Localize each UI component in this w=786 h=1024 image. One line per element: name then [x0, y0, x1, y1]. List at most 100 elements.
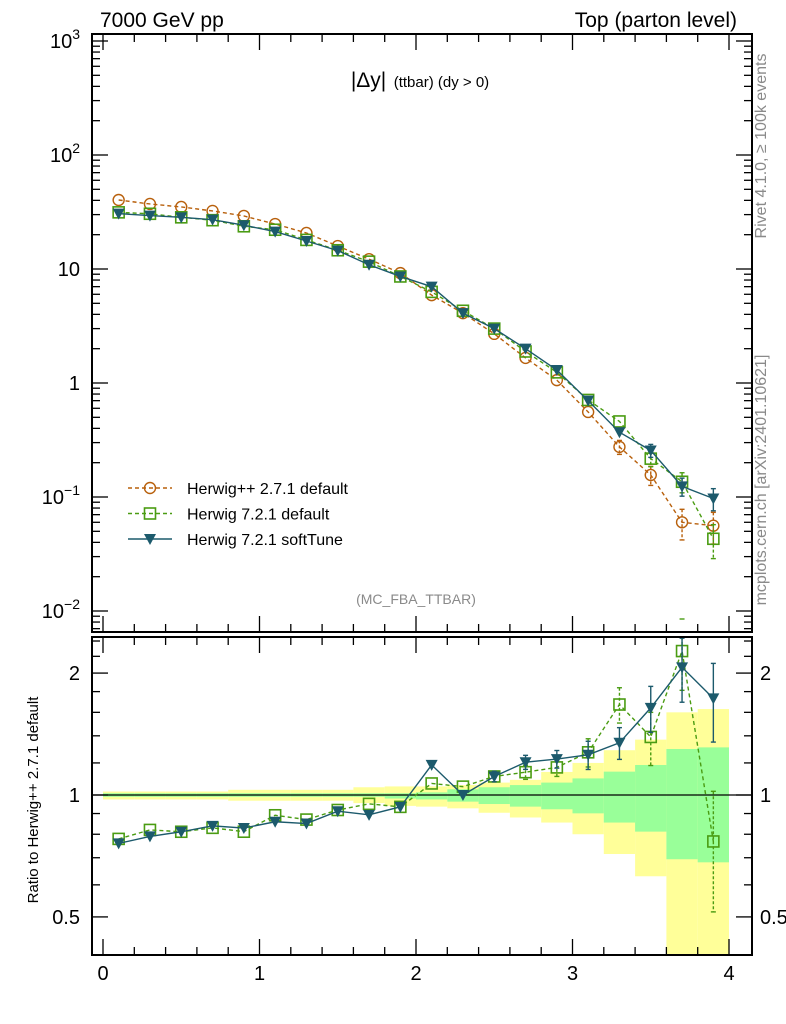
main-point-herwigpp — [143, 197, 157, 211]
ratio-y-tick-label-right: 2 — [760, 663, 771, 685]
y-tick-label: 10−2 — [42, 596, 80, 623]
ratio-point-softtune — [363, 809, 376, 821]
legend-label-softtune: Herwig 7.2.1 softTune — [187, 532, 343, 549]
band-inner-bin — [416, 792, 448, 800]
main-point-softtune — [331, 245, 344, 257]
main-point-softtune — [394, 271, 407, 283]
main-point-softtune — [363, 259, 376, 271]
main-line-softtune — [118, 212, 714, 500]
ratio-point-softtune — [331, 806, 344, 818]
band-inner-bin — [572, 778, 604, 814]
main-point-softtune — [707, 493, 720, 505]
main-point-softtune — [550, 365, 563, 377]
main-point-herwig721 — [613, 415, 626, 428]
ratio-bands — [103, 709, 729, 955]
ratio-frame — [91, 636, 753, 956]
legend-marker-herwigpp — [143, 481, 157, 495]
rivet-label: Rivet 4.1.0, ≥ 100k events — [753, 54, 770, 239]
mcplots-label: mcplots.cern.ch [arXiv:2401.10621] — [753, 355, 770, 606]
plot-title: |Δy| (ttbar) (dy > 0) — [351, 69, 489, 92]
x-tick-label: 4 — [723, 963, 734, 985]
ratio-panel — [92, 618, 752, 913]
band-inner-bin — [541, 782, 573, 810]
ratio-y-tick-label-right: 1 — [760, 785, 771, 807]
x-tick-label: 0 — [97, 963, 108, 985]
ratio-point-softtune — [394, 801, 407, 813]
main-point-softtune — [644, 445, 657, 457]
main-point-softtune — [175, 212, 188, 224]
ratio-line-softtune — [118, 666, 714, 845]
ratio-point-softtune — [519, 757, 532, 769]
band-inner-bin — [697, 747, 729, 863]
ratio-point-softtune — [582, 749, 595, 761]
x-tick-label: 1 — [254, 963, 265, 985]
ratio-y-tick-label-right: 0.5 — [760, 907, 786, 929]
ratio-point-softtune — [550, 754, 563, 766]
y-tick-label: 10 — [58, 259, 80, 281]
ratio-point-herwig721 — [613, 698, 626, 711]
ratio-point-softtune — [206, 820, 219, 832]
main-line-herwigpp — [118, 199, 714, 527]
ratio-point-softtune — [112, 838, 125, 850]
ratio-y-tick-label: 2 — [69, 663, 80, 685]
legend-marker-herwig721 — [143, 507, 157, 520]
main-point-softtune — [112, 208, 125, 220]
main-panel — [112, 193, 720, 560]
ratio-point-softtune — [613, 737, 626, 749]
main-point-softtune — [143, 210, 156, 222]
ratio-point-softtune — [300, 818, 313, 830]
band-inner-bin — [666, 748, 698, 860]
main-point-softtune — [237, 220, 250, 232]
ratio-point-herwig721 — [707, 835, 720, 848]
band-inner-bin — [635, 764, 667, 832]
ratio-point-softtune — [269, 816, 282, 828]
legend: Herwig++ 2.7.1 default Herwig 7.2.1 defau… — [128, 481, 349, 549]
main-point-softtune — [613, 427, 626, 439]
main-point-softtune — [488, 323, 501, 335]
legend-label-herwigpp: Herwig++ 2.7.1 default — [187, 481, 349, 498]
legend-marker-softtune — [144, 534, 156, 545]
main-point-softtune — [519, 343, 532, 355]
y-tick-label: 1 — [69, 373, 80, 395]
ratio-point-softtune — [143, 831, 156, 843]
x-tick-label: 2 — [410, 963, 421, 985]
ratio-point-softtune — [644, 702, 657, 714]
main-frame — [91, 33, 753, 633]
x-tick-label: 3 — [567, 963, 578, 985]
ratio-point-softtune — [488, 771, 501, 783]
ratio-point-softtune — [175, 826, 188, 838]
plot-title-main: |Δy| — [351, 69, 386, 92]
y-tick-label: 103 — [50, 26, 80, 53]
header-right-title: Top (parton level) — [575, 9, 737, 32]
main-point-herwigpp — [613, 440, 626, 454]
y-tick-label: 102 — [50, 140, 80, 167]
ratio-y-tick-label: 0.5 — [52, 907, 80, 929]
y-tick-label: 10−1 — [42, 482, 80, 509]
ratio-point-softtune — [456, 790, 469, 801]
band-inner-bin — [509, 785, 542, 807]
main-point-softtune — [582, 395, 595, 407]
ratio-point-softtune — [237, 823, 250, 835]
band-inner-bin — [384, 793, 416, 799]
main-point-softtune — [300, 236, 313, 248]
band-inner-bin — [603, 771, 636, 823]
ratio-point-softtune — [676, 662, 689, 674]
main-point-softtune — [456, 308, 469, 320]
analysis-tag: (MC_FBA_TTBAR) — [356, 591, 476, 607]
main-point-softtune — [206, 214, 219, 226]
ratio-point-herwig721 — [425, 777, 438, 790]
main-point-herwigpp — [644, 468, 657, 482]
ratio-y-tick-label: 1 — [69, 785, 80, 807]
main-point-herwigpp — [675, 516, 689, 529]
legend-label-herwig721: Herwig 7.2.1 default — [187, 507, 330, 524]
header-left-title: 7000 GeV pp — [100, 9, 224, 32]
main-point-softtune — [269, 226, 282, 238]
ratio-point-softtune — [707, 693, 720, 705]
plot-title-sub: (ttbar) (dy > 0) — [394, 74, 489, 91]
ratio-point-softtune — [425, 759, 438, 771]
main-point-softtune — [676, 481, 689, 493]
main-point-herwigpp — [112, 193, 125, 207]
main-point-herwig721 — [707, 532, 720, 546]
